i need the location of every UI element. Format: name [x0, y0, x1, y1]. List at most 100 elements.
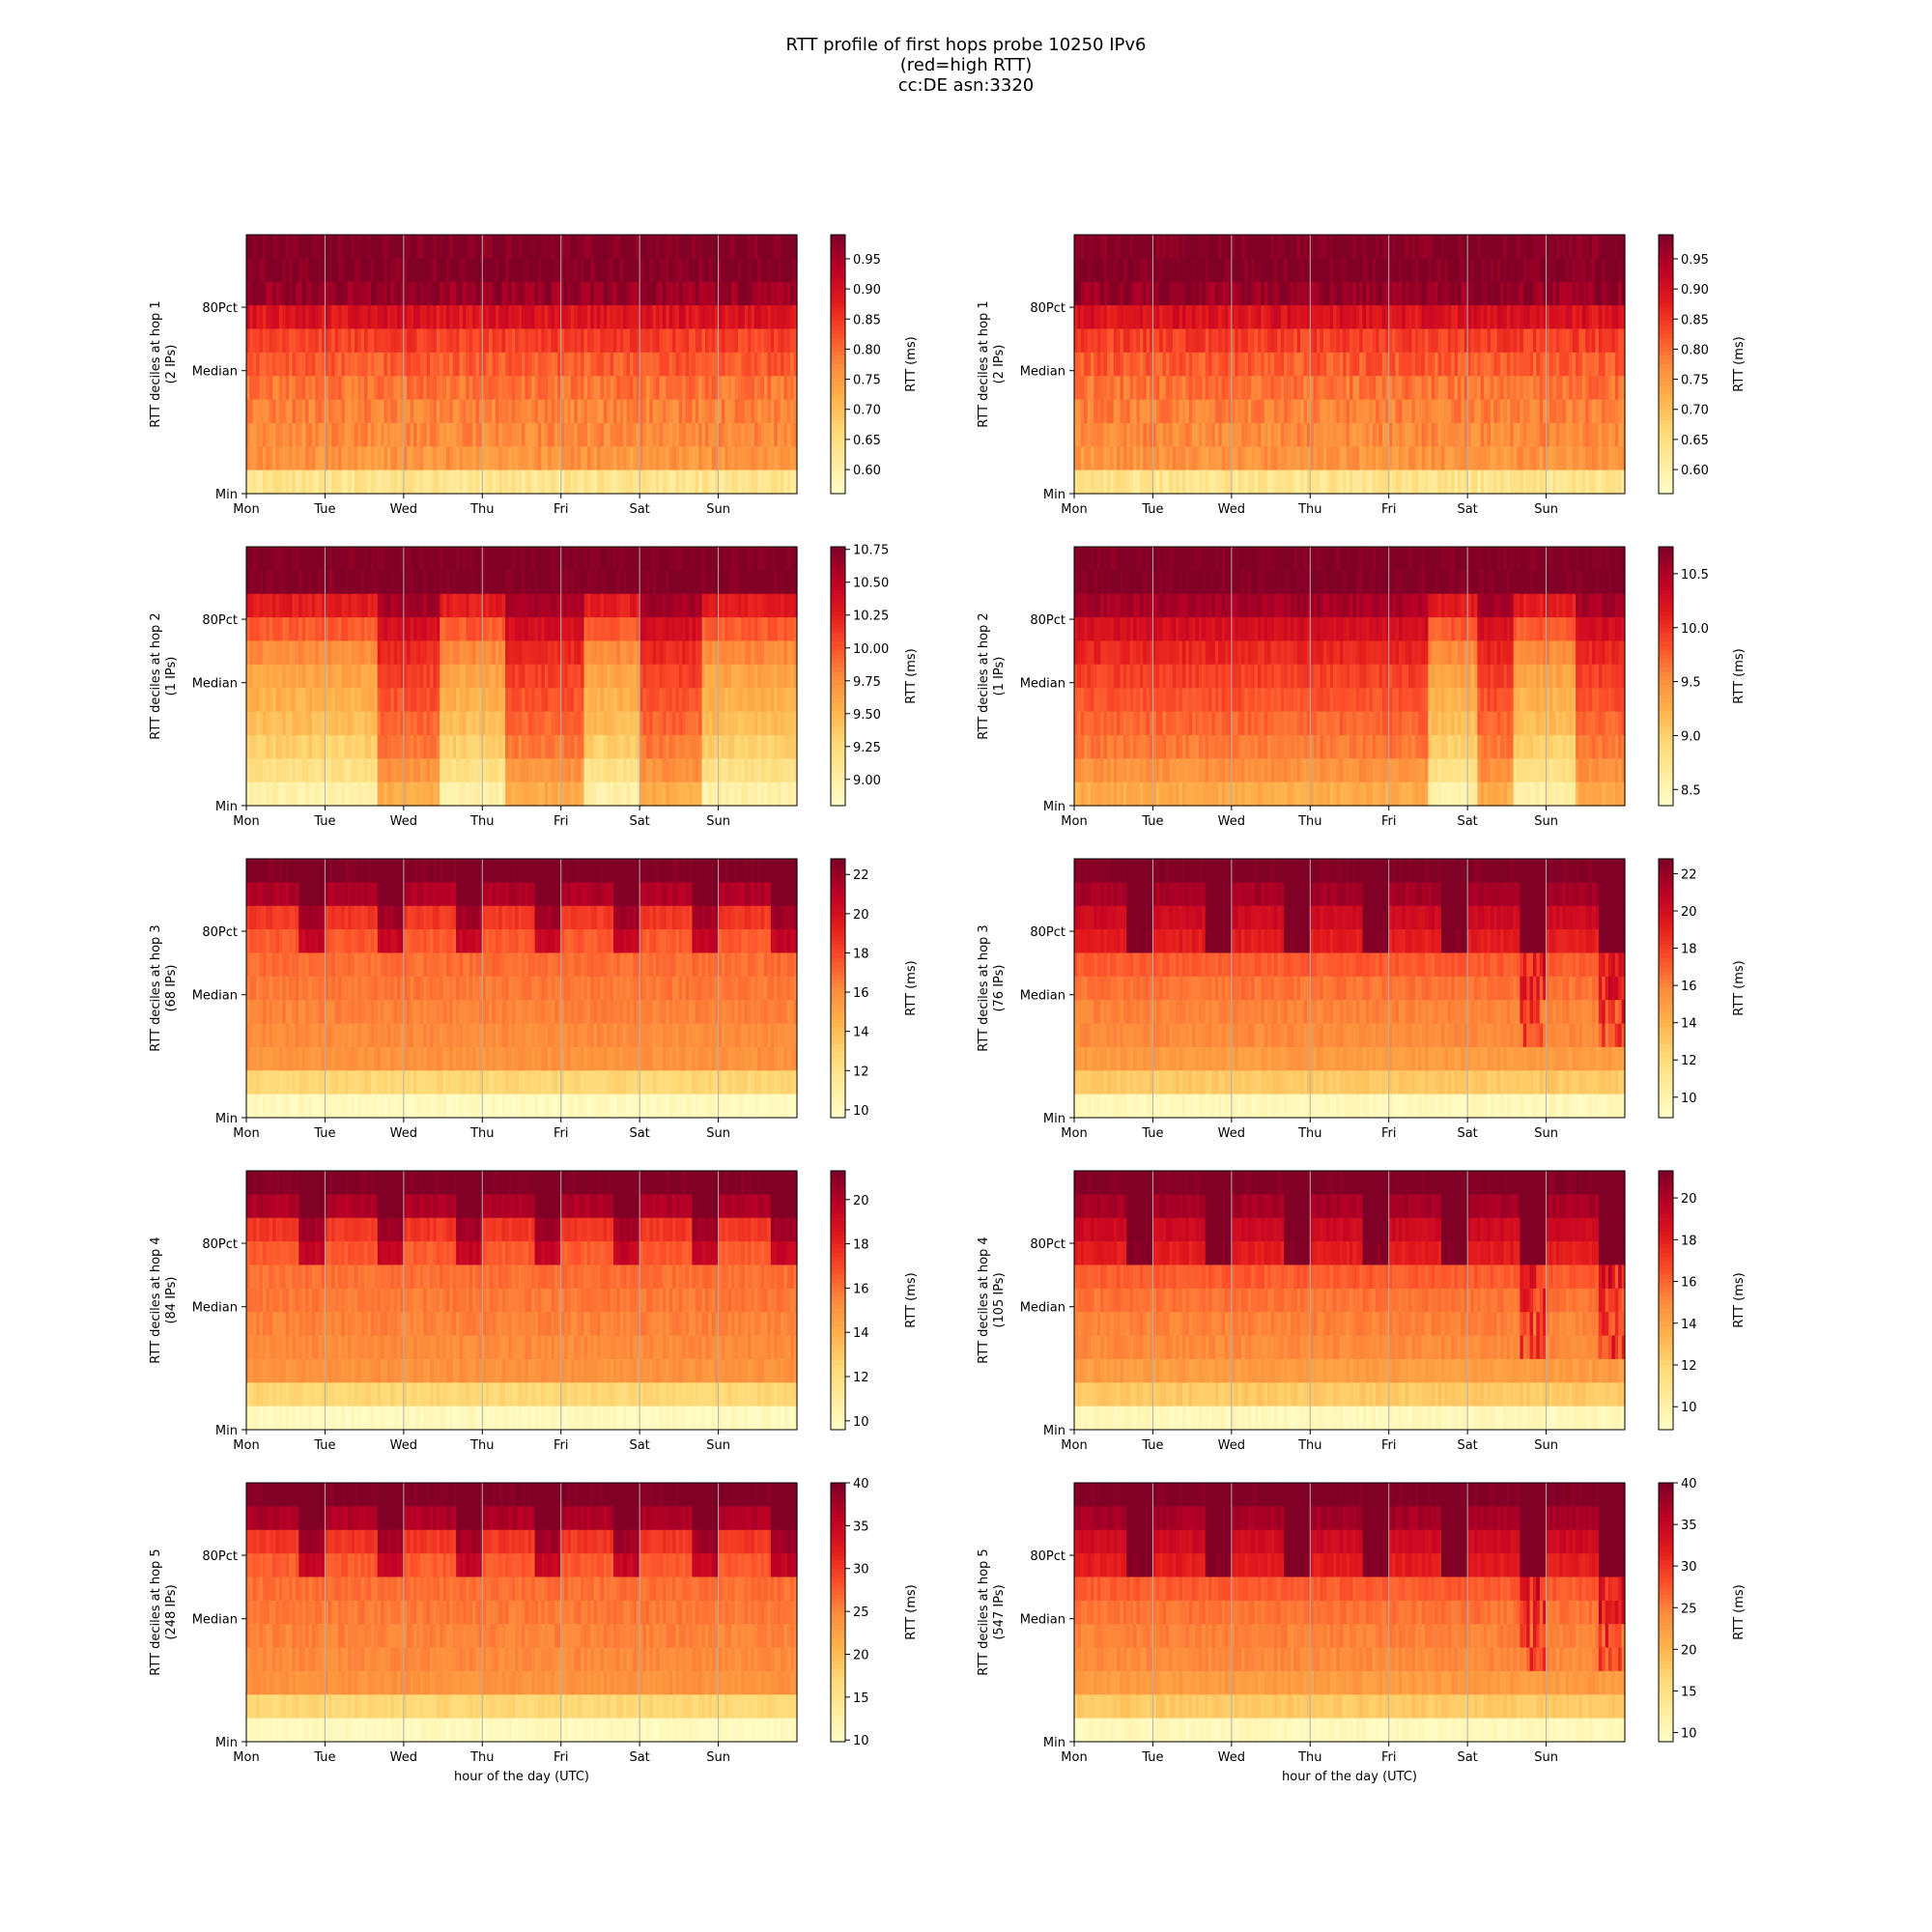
heatmap-cell [286, 400, 290, 424]
heatmap-cell [1077, 282, 1081, 306]
heatmap-cell [446, 353, 450, 377]
heatmap-cell [1444, 423, 1448, 447]
heatmap-cell [1411, 446, 1415, 470]
heatmap-cell [263, 258, 267, 282]
heatmap-cell [1605, 446, 1609, 470]
heatmap-cell [790, 423, 794, 447]
heatmap-cell [1251, 353, 1255, 377]
heatmap-cell [1100, 400, 1104, 424]
heatmap-cell [433, 305, 437, 329]
heatmap-cell [433, 282, 437, 306]
colorbar-segment [831, 355, 845, 360]
heatmap-cell [1595, 446, 1599, 470]
heatmap-cell [1320, 400, 1323, 424]
heatmap-cell [515, 735, 519, 759]
heatmap-cell [492, 400, 496, 424]
heatmap-cell [515, 640, 519, 665]
heatmap-cell [411, 547, 414, 571]
heatmap-cell [1261, 470, 1264, 495]
heatmap-cell [1618, 423, 1622, 447]
heatmap-cell [411, 665, 414, 689]
heatmap-cell [778, 470, 781, 495]
heatmap-cell [1147, 258, 1151, 282]
heatmap-cell [1330, 282, 1334, 306]
heatmap-cell [686, 376, 690, 400]
heatmap-cell [1422, 328, 1426, 353]
colorbar-segment [831, 394, 845, 399]
heatmap-cell [331, 235, 335, 259]
colorbar-segment [831, 273, 845, 278]
heatmap-cell [754, 400, 758, 424]
heatmap-cell [548, 735, 552, 759]
colorbar-segment [1659, 334, 1673, 339]
heatmap-cell [583, 235, 587, 259]
heatmap-cell [754, 470, 758, 495]
heatmap-cell [308, 258, 312, 282]
heatmap-cell [1091, 258, 1094, 282]
heatmap-cell [1526, 282, 1530, 306]
heatmap-cell [1114, 470, 1118, 495]
heatmap-cell [341, 665, 345, 689]
heatmap-cell [675, 423, 679, 447]
heatmap-cell [492, 305, 496, 329]
heatmap-cell [1284, 446, 1288, 470]
heatmap-cell [1411, 423, 1415, 447]
heatmap-cell [607, 400, 611, 424]
heatmap-cell [571, 328, 575, 353]
heatmap-cell [1114, 353, 1118, 377]
heatmap-cell [1491, 376, 1494, 400]
heatmap-cell [446, 376, 450, 400]
heatmap-cell [319, 782, 323, 807]
heatmap-cell [515, 305, 519, 329]
heatmap-cell [1352, 305, 1356, 329]
heatmap-cell [341, 688, 345, 712]
heatmap-cell [1559, 423, 1563, 447]
heatmap-cell [1330, 446, 1334, 470]
heatmap-cell [538, 353, 542, 377]
heatmap-cell [616, 470, 620, 495]
heatmap-cell [263, 594, 267, 618]
heatmap-cell [1444, 376, 1448, 400]
heatmap-cell [1422, 258, 1426, 282]
heatmap-cell [1605, 258, 1609, 282]
heatmap-cell [525, 353, 528, 377]
colorbar-segment [1659, 243, 1673, 248]
heatmap-cell [698, 282, 702, 306]
heatmap-cell [1582, 353, 1586, 377]
heatmap-cell [341, 782, 345, 807]
heatmap-cell [594, 235, 598, 259]
heatmap-cell [538, 400, 542, 424]
heatmap-cell [319, 282, 323, 306]
heatmap-cell [319, 328, 323, 353]
heatmap-cell [1114, 235, 1118, 259]
heatmap-cell [502, 547, 506, 571]
heatmap-cell [722, 282, 725, 306]
heatmap-cell [272, 305, 276, 329]
heatmap-cell [1100, 235, 1104, 259]
heatmap-cell [249, 758, 253, 782]
heatmap-cell [767, 423, 771, 447]
heatmap-cell [469, 353, 473, 377]
heatmap-cell [1366, 305, 1370, 329]
heatmap-cell [1100, 258, 1104, 282]
heatmap-cell [446, 570, 450, 594]
heatmap-cell [1274, 235, 1278, 259]
heatmap-cell [456, 712, 460, 736]
heatmap-cell [423, 594, 427, 618]
heatmap-cell [364, 258, 368, 282]
heatmap-cell [469, 617, 473, 641]
heatmap-cell [630, 328, 634, 353]
heatmap-cell [1169, 446, 1173, 470]
heatmap-cell [1467, 305, 1471, 329]
heatmap-cell [1215, 470, 1219, 495]
heatmap-cell [492, 665, 496, 689]
heatmap-cell [1559, 470, 1563, 495]
heatmap-cell [1169, 305, 1173, 329]
heatmap-cell [1549, 258, 1553, 282]
heatmap-cell [341, 376, 345, 400]
heatmap-cell [272, 570, 276, 594]
heatmap-cell [767, 282, 771, 306]
heatmap-cell [423, 712, 427, 736]
heatmap-cell [538, 258, 542, 282]
heatmap-cell [1536, 282, 1540, 306]
